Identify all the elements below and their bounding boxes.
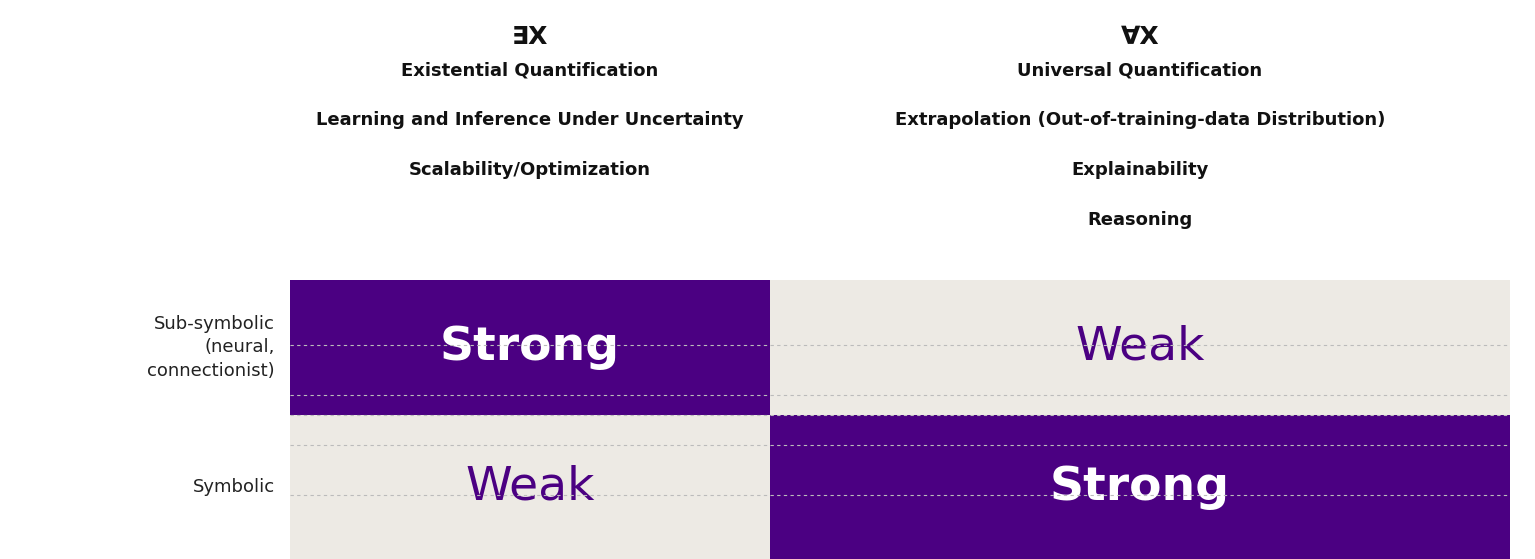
Text: Sub-symbolic
(neural,
connectionist): Sub-symbolic (neural, connectionist): [147, 315, 275, 380]
Text: ∀X: ∀X: [1121, 25, 1159, 49]
Text: Strong: Strong: [1050, 465, 1230, 509]
Text: Universal Quantification: Universal Quantification: [1018, 61, 1263, 79]
Bar: [290, 280, 771, 415]
Text: Scalability/Optimization: Scalability/Optimization: [408, 161, 651, 179]
Text: Extrapolation (Out-of-training-data Distribution): Extrapolation (Out-of-training-data Dist…: [895, 111, 1385, 129]
Text: Strong: Strong: [441, 325, 620, 370]
Text: Weak: Weak: [465, 465, 594, 509]
Text: Reasoning: Reasoning: [1087, 211, 1193, 229]
Text: Weak: Weak: [1076, 325, 1205, 370]
Text: Explainability: Explainability: [1071, 161, 1208, 179]
Text: Learning and Inference Under Uncertainty: Learning and Inference Under Uncertainty: [316, 111, 744, 129]
Text: Existential Quantification: Existential Quantification: [401, 61, 659, 79]
Text: Symbolic: Symbolic: [193, 478, 275, 496]
Bar: [771, 280, 1510, 415]
Bar: [771, 415, 1510, 559]
Bar: [290, 415, 771, 559]
Text: ∃X: ∃X: [511, 25, 548, 49]
